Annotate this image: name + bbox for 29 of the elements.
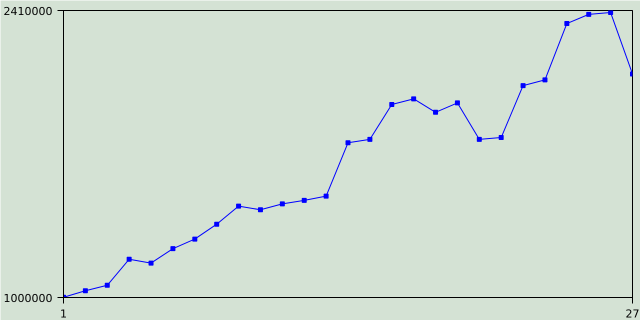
point	[367, 136, 372, 142]
point	[170, 246, 176, 252]
point	[542, 77, 548, 82]
point	[346, 140, 350, 146]
point	[564, 21, 570, 26]
point	[104, 282, 110, 288]
point	[389, 102, 394, 108]
point	[520, 83, 526, 88]
point	[433, 110, 438, 115]
point	[608, 10, 614, 16]
point	[586, 12, 592, 17]
x-tick-label: 1	[60, 308, 67, 320]
point	[324, 194, 329, 199]
point	[302, 198, 307, 203]
point	[192, 236, 198, 242]
point	[236, 204, 242, 209]
point	[148, 260, 154, 266]
point	[476, 136, 482, 142]
y-tick-label: 2410000	[4, 5, 53, 18]
x-tick-label: 27	[626, 308, 640, 320]
point	[258, 207, 263, 212]
point	[214, 222, 220, 227]
point	[454, 100, 460, 106]
point	[280, 201, 285, 206]
y-tick-label: 1000000	[4, 292, 53, 305]
point	[498, 135, 504, 140]
point	[411, 96, 416, 102]
point	[126, 256, 132, 262]
point	[82, 288, 88, 294]
